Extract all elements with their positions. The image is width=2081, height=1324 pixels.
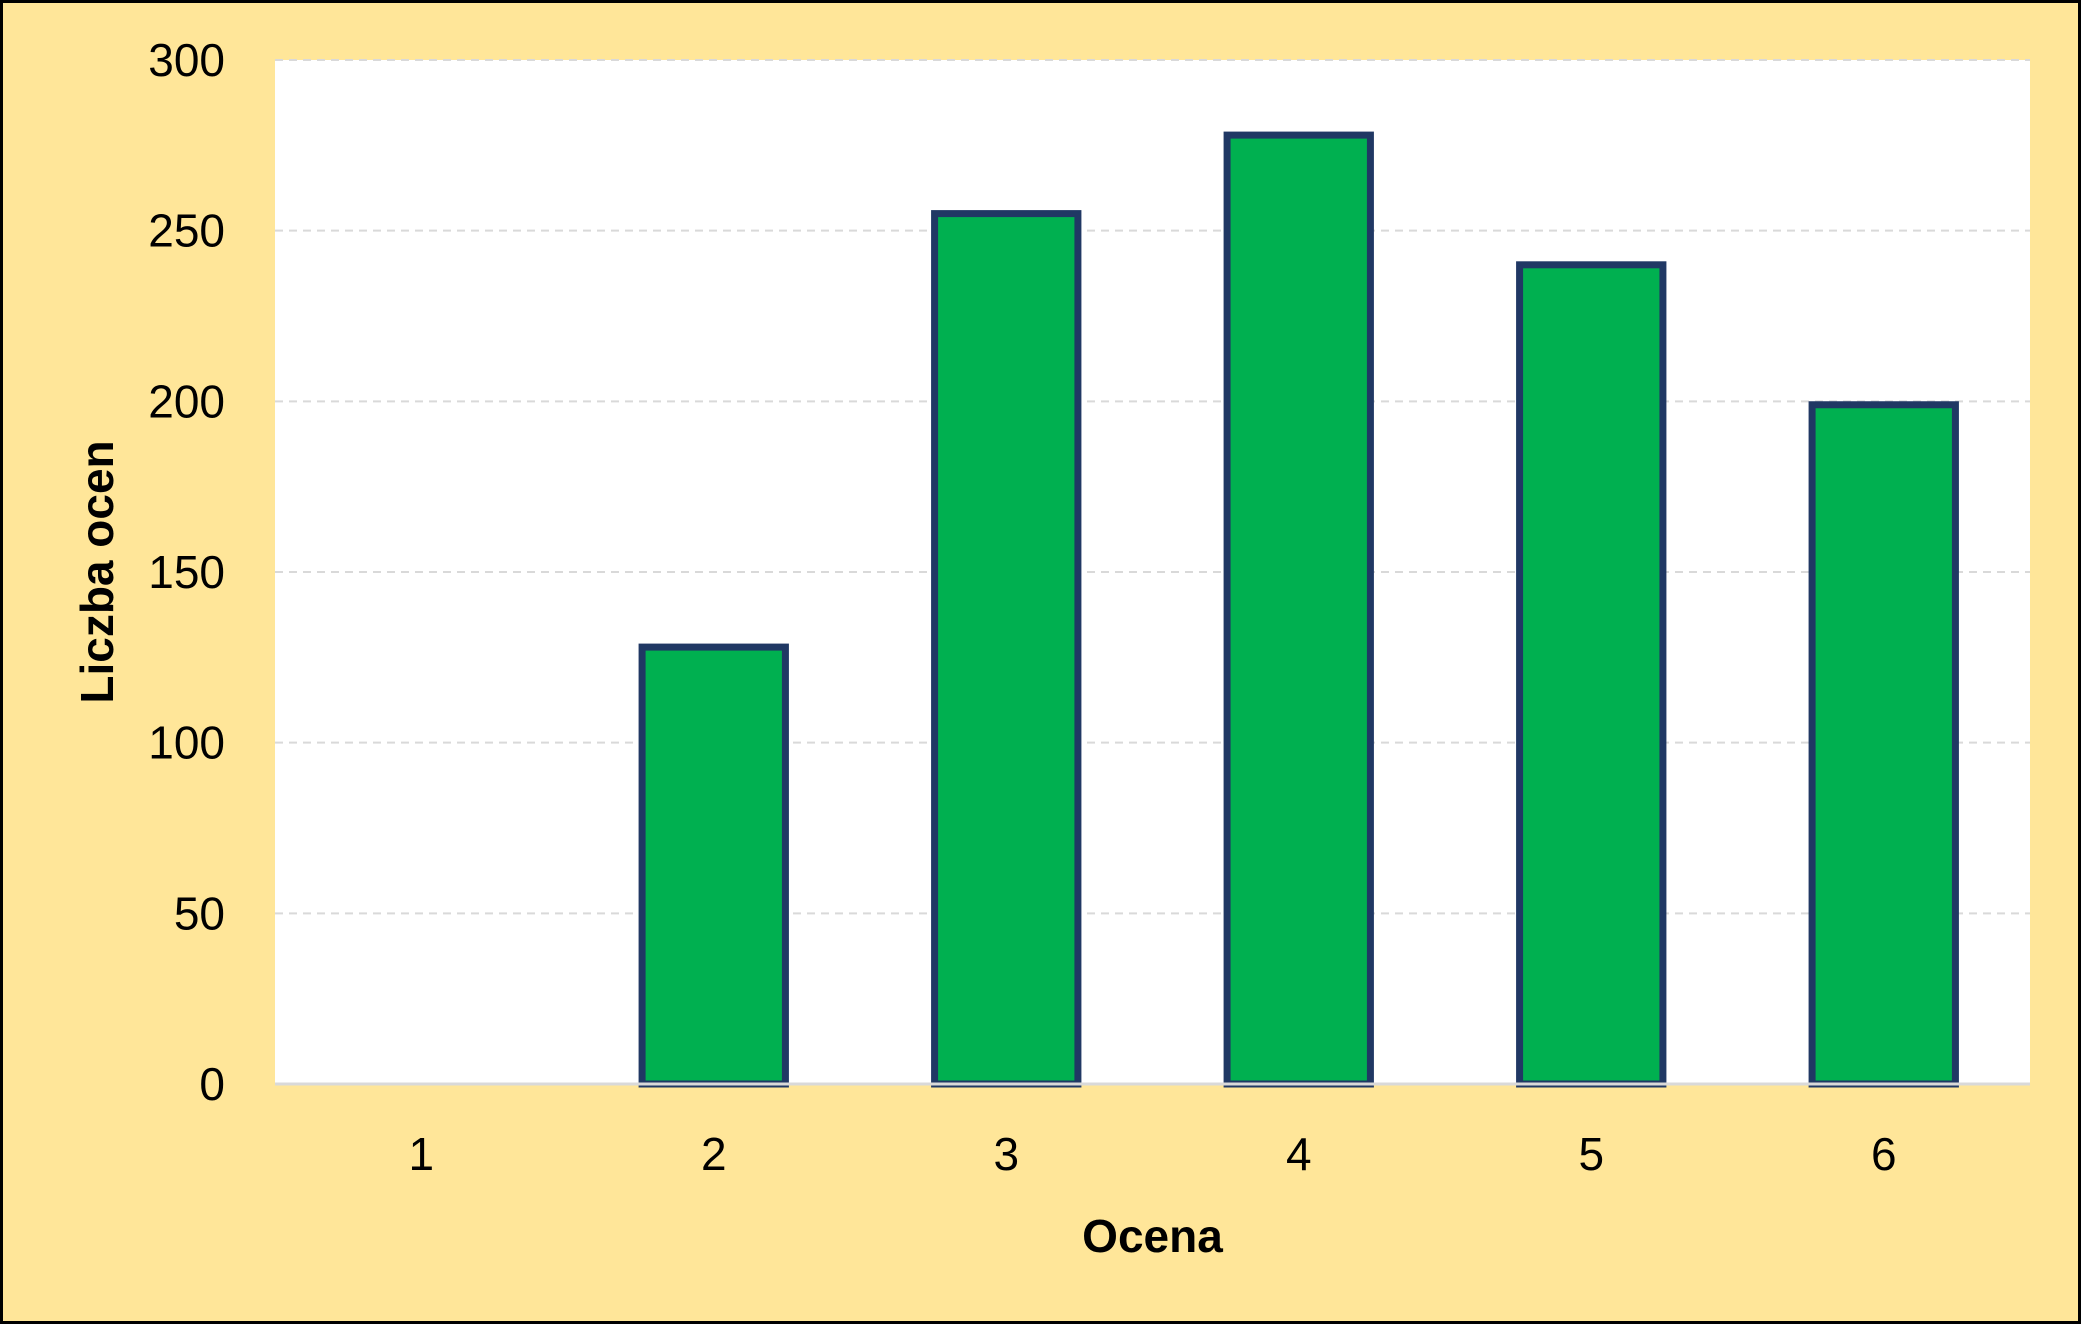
y-tick-label: 200 <box>148 375 225 427</box>
x-tick-label: 6 <box>1871 1128 1897 1180</box>
y-tick-label: 100 <box>148 717 225 769</box>
x-tick-label: 5 <box>1578 1128 1604 1180</box>
bar-6 <box>1808 401 1959 1088</box>
bar-4 <box>1223 131 1374 1088</box>
y-axis-title: Liczba ocen <box>71 440 123 703</box>
gridlines <box>275 59 2030 915</box>
x-tick-label: 2 <box>701 1128 727 1180</box>
bar-chart: 0 50 100 150 200 250 300 1 2 3 4 5 6 Ocena Liczba o… <box>3 3 2078 1321</box>
bars <box>638 131 1959 1088</box>
x-axis-title: Ocena <box>1082 1210 1223 1262</box>
y-tick-label: 250 <box>148 205 225 257</box>
y-tick-label: 300 <box>148 34 225 86</box>
y-axis-ticks: 0 50 100 150 200 250 300 <box>148 34 225 1110</box>
x-tick-label: 3 <box>993 1128 1019 1180</box>
y-tick-label: 150 <box>148 546 225 598</box>
x-axis-ticks: 1 2 3 4 5 6 <box>408 1128 1896 1180</box>
x-tick-label: 1 <box>408 1128 434 1180</box>
y-tick-label: 50 <box>174 887 225 939</box>
y-tick-label: 0 <box>199 1058 225 1110</box>
bar-3 <box>931 210 1082 1088</box>
x-tick-label: 4 <box>1286 1128 1312 1180</box>
bar-2 <box>638 643 789 1088</box>
bar-5 <box>1516 261 1667 1088</box>
